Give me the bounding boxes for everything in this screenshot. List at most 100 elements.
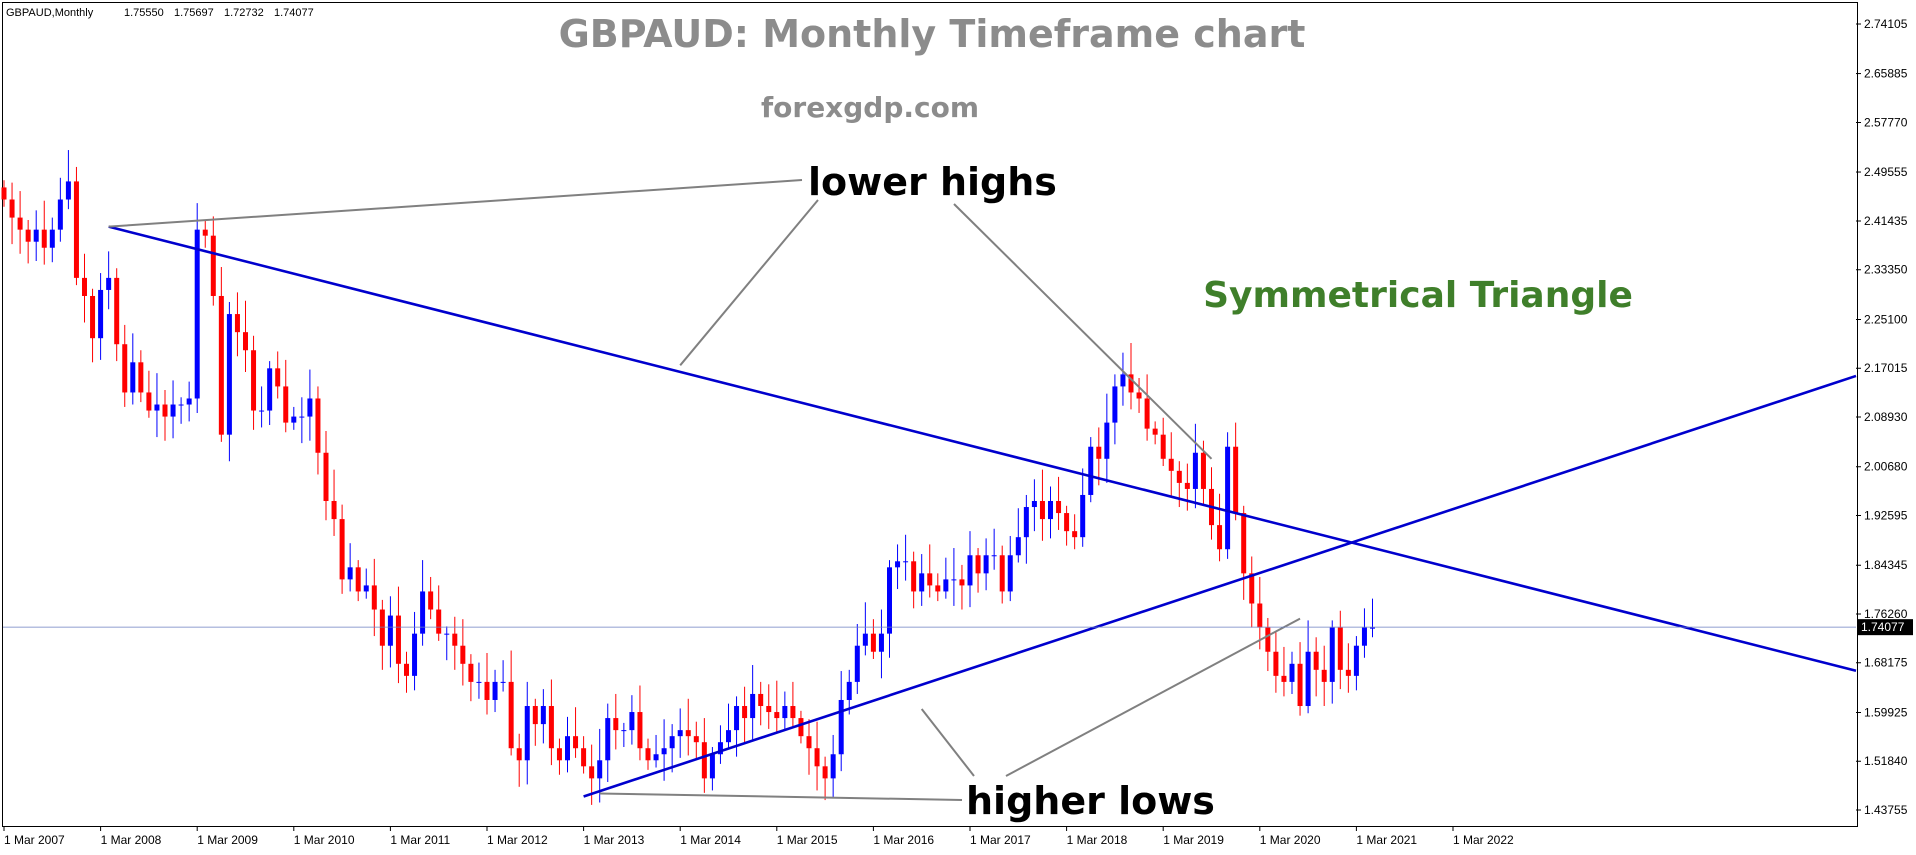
candle: [685, 698, 691, 756]
candle: [999, 545, 1005, 604]
candle: [903, 534, 909, 581]
x-tick-label: 1 Mar 2008: [101, 833, 162, 847]
candle: [106, 251, 112, 310]
candle-body: [565, 736, 570, 761]
candle-body: [726, 730, 731, 743]
candle-body: [1233, 446, 1239, 514]
candle: [1241, 505, 1247, 600]
y-tick-label: 2.74105: [1864, 17, 1908, 31]
candle-body: [25, 229, 31, 242]
candle-body: [645, 748, 651, 761]
candle-body: [371, 585, 377, 610]
candle-body: [597, 760, 603, 779]
candle-body: [581, 748, 587, 767]
current-price-badge: [1857, 619, 1913, 636]
candle-body: [661, 748, 667, 755]
y-tick-label: 1.59925: [1864, 705, 1908, 719]
candle-body: [476, 681, 482, 683]
candle: [170, 380, 176, 439]
candle-body: [532, 706, 538, 725]
candle: [41, 200, 47, 265]
y-tick-label: 1.76260: [1864, 607, 1908, 621]
current-price-label: 1.74077: [1861, 620, 1905, 634]
candle-body: [1273, 651, 1279, 676]
candle-body: [194, 229, 200, 399]
pointer-higher-low-2013: [599, 792, 963, 801]
x-tick-label: 1 Mar 2018: [1067, 833, 1128, 847]
candle: [862, 602, 868, 656]
candle: [782, 691, 788, 731]
candle: [581, 736, 587, 774]
candle: [854, 624, 860, 694]
candle: [959, 564, 965, 610]
candle: [98, 273, 104, 360]
candle: [267, 361, 273, 426]
candle-body: [927, 573, 933, 586]
lower-highs-label: lower highs: [808, 160, 1057, 204]
candle: [565, 716, 570, 773]
candle: [218, 267, 224, 442]
candle-body: [758, 693, 764, 707]
candle: [1072, 514, 1078, 550]
candle: [870, 619, 876, 659]
candle-body: [782, 706, 788, 719]
candle: [1329, 620, 1335, 704]
candle: [911, 551, 917, 609]
candle: [613, 693, 619, 750]
candle-body: [806, 736, 812, 749]
candle-body: [935, 585, 941, 592]
candle: [387, 596, 393, 668]
candle: [589, 744, 595, 805]
y-tick-label: 1.84345: [1864, 558, 1908, 572]
candle: [500, 660, 506, 692]
x-axis: 1 Mar 2007 1 Mar 2008 1 Mar 2009 1 Mar 2010…: [3, 826, 1514, 847]
candle: [1281, 646, 1287, 697]
candle: [468, 654, 474, 702]
candle-body: [838, 699, 844, 755]
candle-body: [267, 368, 273, 411]
candle-body: [178, 404, 184, 406]
candle-body: [1184, 482, 1190, 489]
candle-body: [548, 706, 554, 749]
candle-body: [911, 561, 917, 592]
candle-body: [798, 718, 804, 737]
y-tick-label: 2.33350: [1864, 263, 1908, 277]
candle-body: [1200, 452, 1206, 489]
candle: [1297, 642, 1303, 716]
candle-body: [1225, 446, 1231, 550]
candle-body: [750, 693, 756, 719]
x-tick-label: 1 Mar 2011: [390, 833, 450, 847]
candle-body: [428, 591, 434, 610]
candle-body: [468, 663, 474, 682]
candle-body: [1361, 627, 1367, 646]
candle: [299, 397, 305, 444]
candle: [1144, 374, 1150, 441]
candle-body: [508, 681, 514, 749]
y-tick-label: 2.49555: [1864, 165, 1908, 179]
pointer-lower-high-2015: [679, 199, 819, 366]
candle-body: [412, 633, 418, 676]
candle: [806, 719, 812, 775]
candle: [1273, 632, 1279, 693]
candle-body: [854, 645, 860, 682]
candle: [234, 292, 240, 357]
candle-body: [524, 706, 530, 761]
candle: [1265, 617, 1271, 672]
ohlc-low: 1.72732: [224, 7, 264, 19]
candle: [919, 554, 925, 606]
candle: [186, 381, 192, 422]
y-tick-label: 1.92595: [1864, 508, 1908, 522]
candle-body: [106, 277, 112, 290]
candle-body: [17, 217, 23, 230]
candle-body: [943, 579, 949, 592]
candle-body: [605, 718, 611, 761]
candle-body: [766, 706, 772, 713]
candle: [1370, 598, 1375, 638]
candle-body: [218, 295, 224, 435]
candle: [975, 548, 981, 593]
candle: [1217, 493, 1223, 562]
candle: [1039, 469, 1045, 541]
candle-body: [73, 181, 79, 278]
candle-body: [1136, 392, 1142, 399]
candle: [226, 302, 232, 462]
